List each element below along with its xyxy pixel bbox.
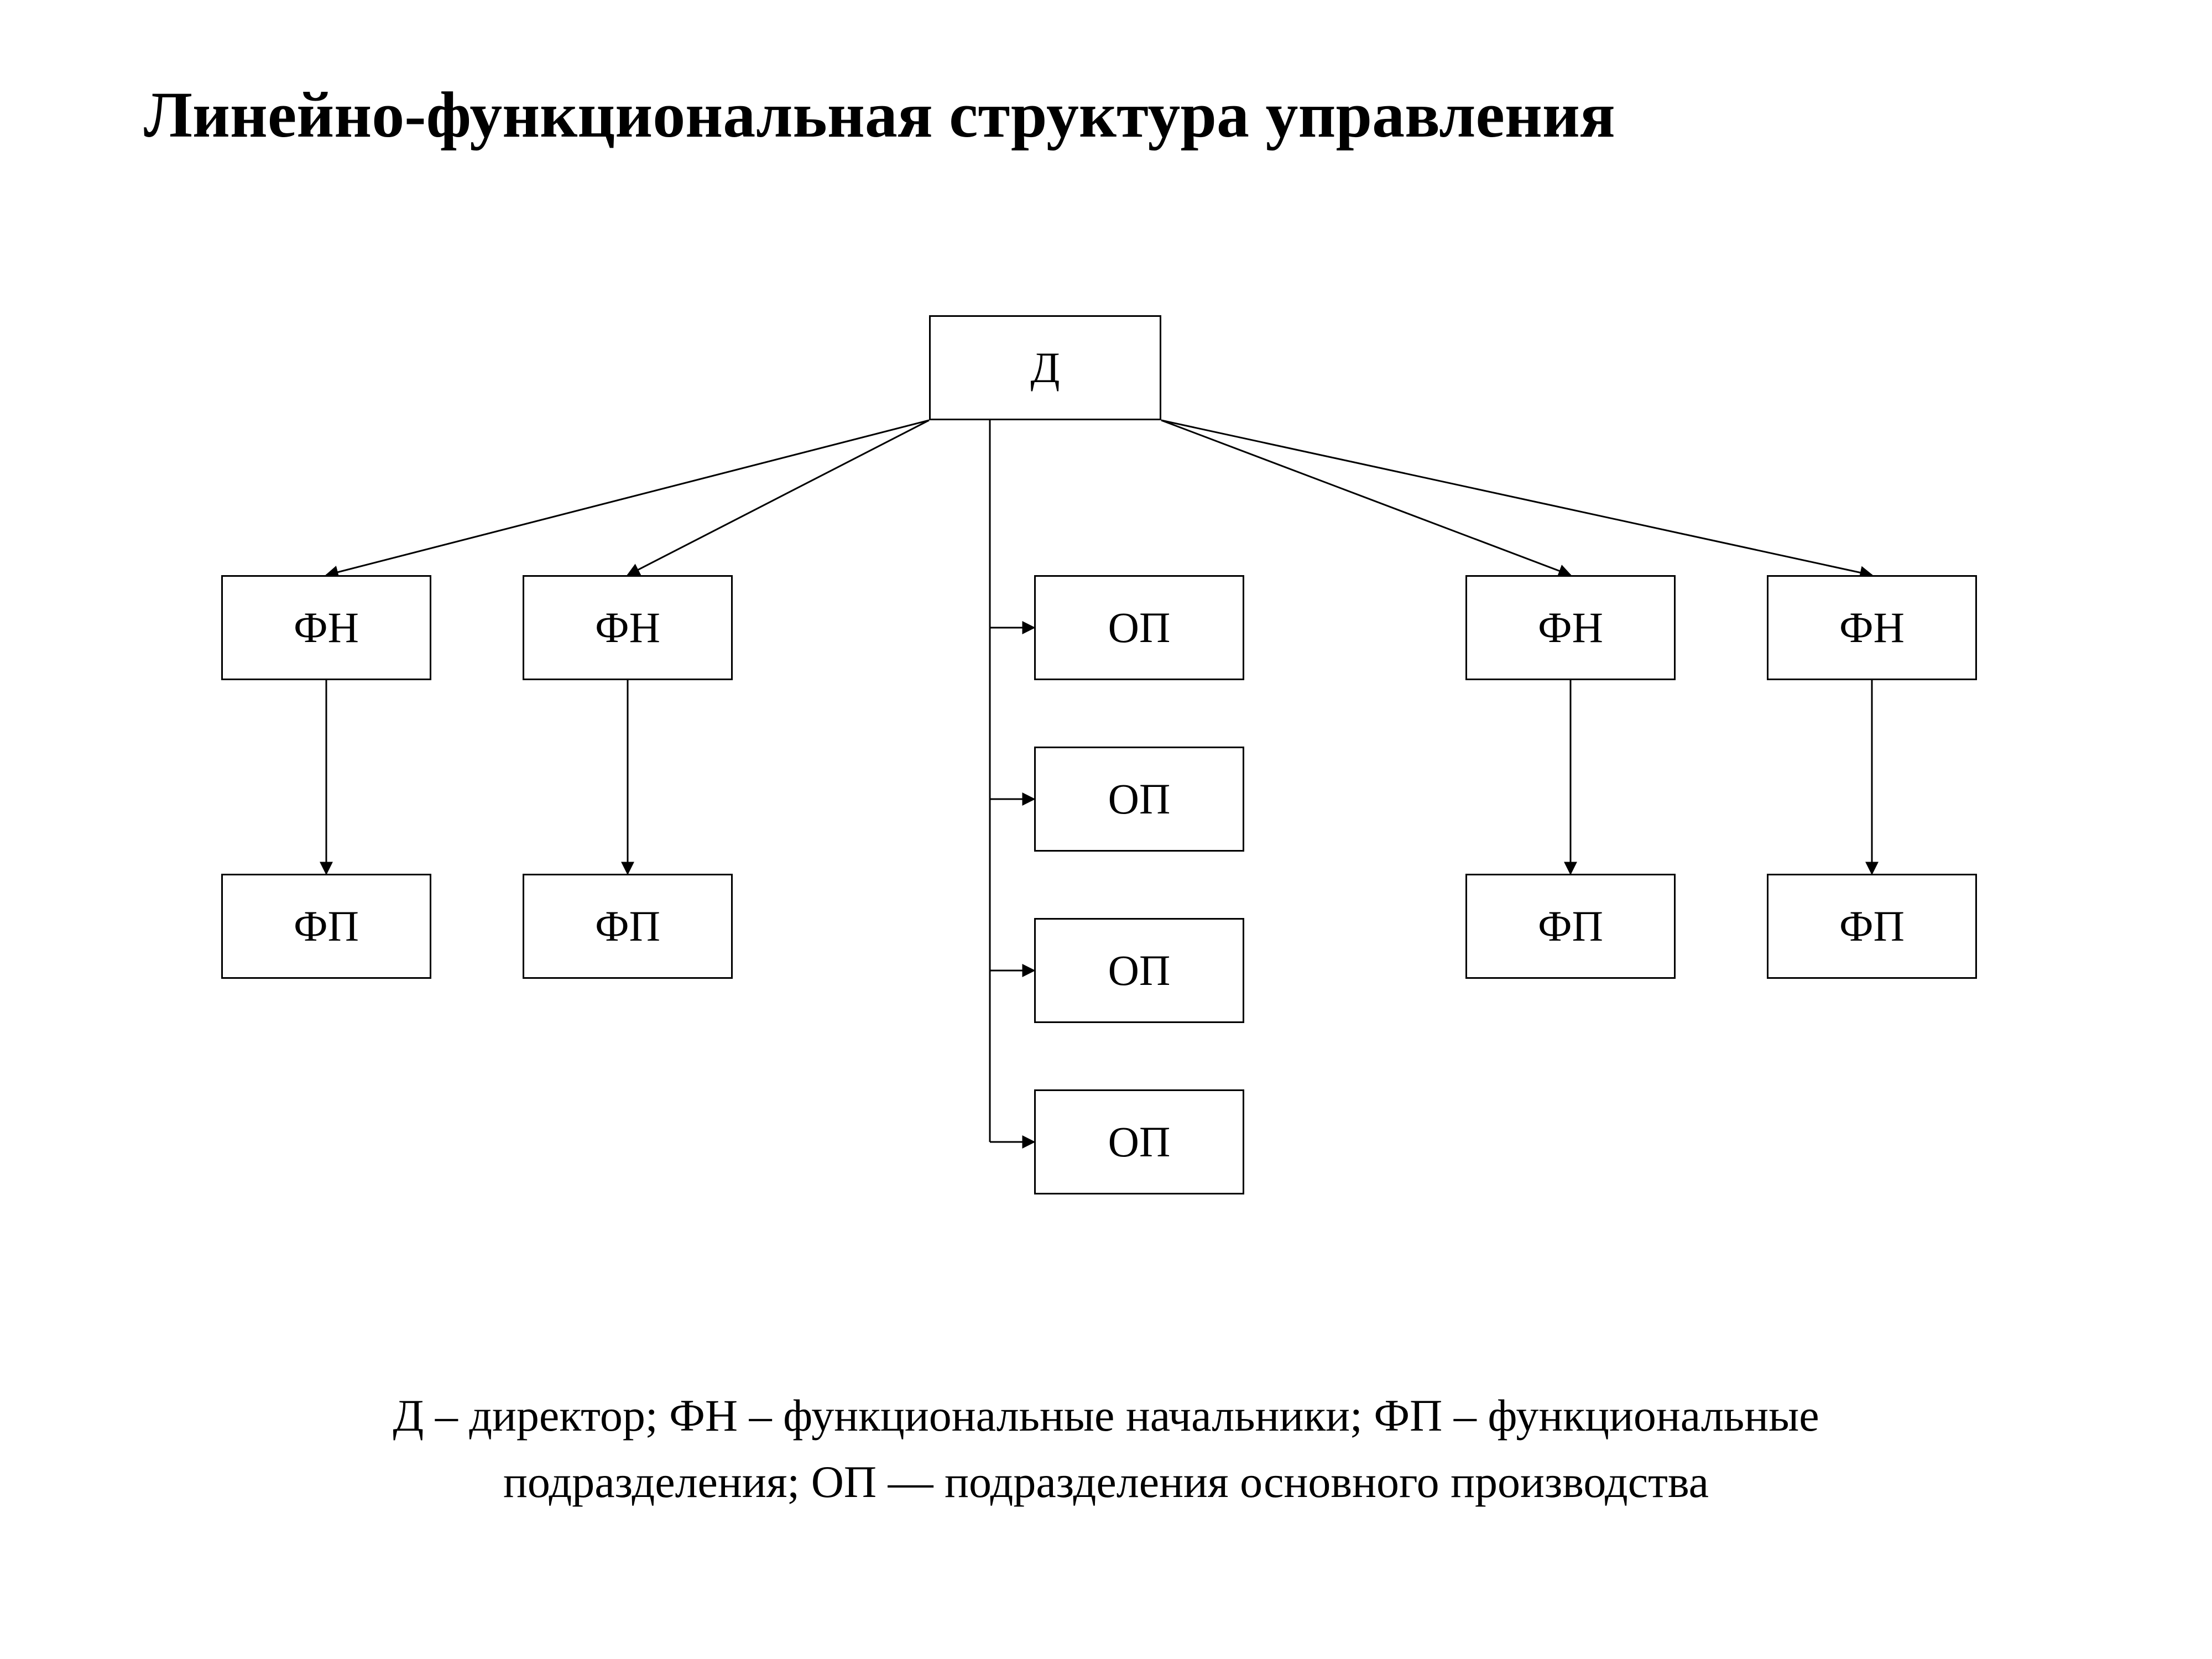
node-label: ФН (1839, 603, 1905, 653)
node-op2: ОП (1034, 747, 1244, 852)
node-fn4: ФН (1767, 575, 1977, 680)
node-label: ОП (1108, 1117, 1171, 1167)
node-label: ФП (1538, 901, 1603, 951)
edge (628, 420, 929, 575)
node-fn1: ФН (221, 575, 431, 680)
node-op4: ОП (1034, 1089, 1244, 1194)
caption-line: Д – директор; ФН – функциональные началь… (249, 1383, 1963, 1449)
node-fp3: ФП (1465, 874, 1676, 979)
node-fp1: ФП (221, 874, 431, 979)
node-label: ФН (595, 603, 660, 653)
node-op3: ОП (1034, 918, 1244, 1023)
caption-line: подразделения; ОП — подразделения основн… (249, 1449, 1963, 1515)
node-fp4: ФП (1767, 874, 1977, 979)
edge (1161, 420, 1571, 575)
node-label: ФН (1538, 603, 1603, 653)
edge (326, 420, 929, 575)
node-label: ОП (1108, 946, 1171, 995)
node-label: ОП (1108, 774, 1171, 824)
node-label: ОП (1108, 603, 1171, 653)
node-fp2: ФП (523, 874, 733, 979)
node-label: Д (1030, 343, 1060, 393)
node-label: ФН (294, 603, 359, 653)
node-label: ФП (1839, 901, 1905, 951)
page-title: Линейно-функциональная структура управле… (144, 77, 1615, 153)
legend-caption: Д – директор; ФН – функциональные началь… (249, 1383, 1963, 1515)
node-label: ФП (294, 901, 359, 951)
edge (1161, 420, 1872, 575)
node-d: Д (929, 315, 1161, 420)
node-op1: ОП (1034, 575, 1244, 680)
node-label: ФП (595, 901, 660, 951)
node-fn2: ФН (523, 575, 733, 680)
page: Линейно-функциональная структура управле… (0, 0, 2212, 1659)
node-fn3: ФН (1465, 575, 1676, 680)
